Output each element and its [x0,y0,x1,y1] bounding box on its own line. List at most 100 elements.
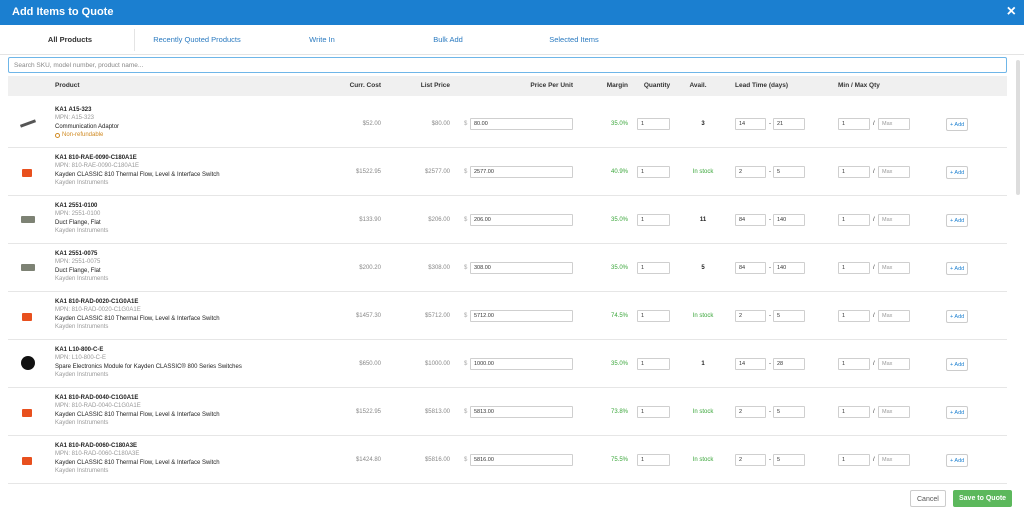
add-button[interactable]: + Add [946,262,969,275]
list-price: $5712.00 [424,313,450,319]
price-input[interactable]: 5816.00 [470,454,573,466]
quantity-input[interactable]: 1 [637,310,670,322]
list-price: $2577.00 [424,169,450,175]
table-row: KA1 2551-0100 MPN: 2551-0100 Duct Flange, … [8,196,1007,244]
max-qty-input[interactable]: Max [878,358,910,370]
column-header: Avail. [689,82,707,89]
min-qty-input[interactable]: 1 [838,214,870,226]
max-qty-input[interactable]: Max [878,262,910,274]
quantity-input[interactable]: 1 [637,118,670,130]
close-button[interactable]: × [1006,3,1016,20]
product-sku: KA1 810-RAD-0060-C180A3E [55,442,138,449]
product-sku: KA1 810-RAE-0090-C180A1E [55,154,137,161]
scrollbar[interactable] [1016,60,1020,195]
qty-separator: / [873,169,875,175]
price-input[interactable]: 5813.00 [470,406,573,418]
lead-time-min-input[interactable]: 2 [735,166,766,178]
lead-time-max-input[interactable]: 140 [773,214,805,226]
lead-time-max-input[interactable]: 5 [773,310,805,322]
margin: 35.0% [610,361,628,367]
tab[interactable]: Recently Quoted Products [153,35,241,44]
lead-time-max-input[interactable]: 5 [773,454,805,466]
quantity-input[interactable]: 1 [637,454,670,466]
qty-separator: / [873,457,875,463]
min-qty-input[interactable]: 1 [838,406,870,418]
min-qty-input[interactable]: 1 [838,358,870,370]
min-qty-input[interactable]: 1 [838,454,870,466]
margin: 73.8% [610,409,628,415]
quantity-input[interactable]: 1 [637,166,670,178]
qty-separator: / [873,217,875,223]
lead-time-max-input[interactable]: 28 [773,358,805,370]
cancel-button[interactable]: Cancel [910,490,946,507]
max-qty-input[interactable]: Max [878,118,910,130]
lead-time-min-input[interactable]: 14 [735,118,766,130]
quantity-input[interactable]: 1 [637,214,670,226]
column-header: Lead Time (days) [735,82,788,89]
product-image [22,313,32,321]
lead-time-max-input[interactable]: 21 [773,118,805,130]
min-qty-input[interactable]: 1 [838,118,870,130]
add-button[interactable]: + Add [946,214,969,227]
price-input[interactable]: 2577.00 [470,166,573,178]
min-qty-input[interactable]: 1 [838,310,870,322]
range-separator: - [769,217,771,223]
tab[interactable]: Selected Items [549,35,599,44]
product-image [21,216,35,223]
price-input[interactable]: 1000.00 [470,358,573,370]
tab[interactable]: Bulk Add [433,35,463,44]
lead-time-min-input[interactable]: 2 [735,310,766,322]
price-input[interactable]: 80.00 [470,118,573,130]
product-sku: KA1 810-RAD-0020-C1G0A1E [55,298,139,305]
list-price: $308.00 [428,265,450,271]
add-button[interactable]: + Add [946,358,969,371]
search-input[interactable]: Search SKU, model number, product name..… [8,57,1007,73]
max-qty-input[interactable]: Max [878,310,910,322]
product-image [22,409,32,417]
add-button[interactable]: + Add [946,406,969,419]
table-row: KA1 810-RAE-0090-C180A1E MPN: 810-RAE-009… [8,148,1007,196]
min-qty-input[interactable]: 1 [838,262,870,274]
lead-time-min-input[interactable]: 2 [735,454,766,466]
table-row: KA1 L10-800-C-E MPN: L10-800-C-E Spare Ele… [8,340,1007,388]
lead-time-max-input[interactable]: 5 [773,406,805,418]
save-button[interactable]: Save to Quote [953,490,1013,507]
tab[interactable]: All Products [47,35,93,44]
max-qty-input[interactable]: Max [878,166,910,178]
lead-time-max-input[interactable]: 5 [773,166,805,178]
add-button[interactable]: + Add [946,118,969,131]
lead-time-min-input[interactable]: 2 [735,406,766,418]
product-brand: Kayden Instruments [55,324,109,331]
tab-divider [134,29,135,51]
max-qty-input[interactable]: Max [878,214,910,226]
price-input[interactable]: 308.00 [470,262,573,274]
lead-time-min-input[interactable]: 84 [735,214,766,226]
lead-time-max-input[interactable]: 140 [773,262,805,274]
tab[interactable]: Write In [309,35,335,44]
quantity-input[interactable]: 1 [637,406,670,418]
lead-time-min-input[interactable]: 84 [735,262,766,274]
max-qty-input[interactable]: Max [878,406,910,418]
quantity-input[interactable]: 1 [637,262,670,274]
table-row: KA1 810-RAD-0040-C1G0A1E MPN: 810-RAD-004… [8,388,1007,436]
margin: 35.0% [610,121,628,127]
column-header: Min / Max Qty [838,82,880,89]
modal-header: Add Items to Quote × [0,0,1024,25]
lead-time-min-input[interactable]: 14 [735,358,766,370]
price-input[interactable]: 206.00 [470,214,573,226]
column-header: Quantity [643,82,671,89]
product-mpn: MPN: 810-RAD-0060-C180A3E [55,451,140,458]
add-button[interactable]: + Add [946,454,969,467]
product-brand: Kayden Instruments [55,420,109,427]
currency-symbol: $ [464,313,468,319]
price-input[interactable]: 5712.00 [470,310,573,322]
availability: In stock [692,457,714,463]
add-button[interactable]: + Add [946,166,969,179]
add-button[interactable]: + Add [946,310,969,323]
column-header: List Price [420,82,450,89]
current-cost: $133.90 [359,217,381,223]
max-qty-input[interactable]: Max [878,454,910,466]
quantity-input[interactable]: 1 [637,358,670,370]
min-qty-input[interactable]: 1 [838,166,870,178]
